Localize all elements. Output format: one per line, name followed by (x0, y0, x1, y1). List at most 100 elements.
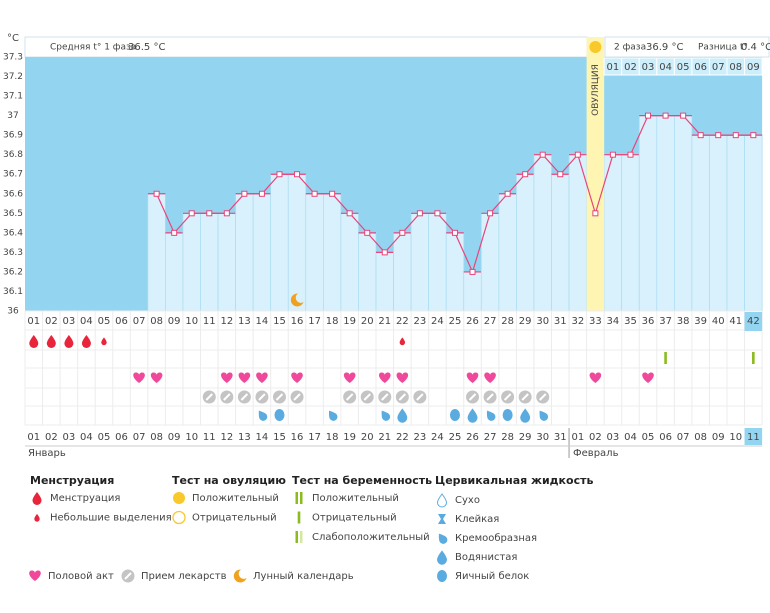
temp-point (241, 190, 248, 197)
temp-column (568, 154, 587, 312)
legend-icon (29, 570, 41, 581)
temp-column (358, 232, 377, 312)
temp-point (715, 132, 722, 139)
temp-point (539, 151, 546, 158)
y-tick-label: 37 (7, 111, 18, 121)
diff-value: 0.4 °C (741, 42, 770, 53)
day-marker (46, 335, 56, 348)
day-marker (272, 390, 286, 404)
cycle-day: 04 (80, 316, 93, 327)
date: 02 (45, 432, 58, 443)
cycle-day: 02 (45, 316, 58, 327)
icon-part (539, 393, 547, 401)
icon-part (752, 352, 755, 364)
date: 06 (659, 432, 672, 443)
temp-column (375, 252, 394, 312)
temp-column (709, 134, 728, 312)
cycle-day: 31 (554, 316, 567, 327)
date: 15 (273, 432, 286, 443)
month: Февраль (573, 448, 619, 459)
temp-column (340, 212, 359, 312)
temp-column (235, 193, 254, 312)
cycle-day: 36 (642, 316, 655, 327)
legend-label: Небольшие выделения (50, 513, 172, 524)
icon-part (46, 335, 56, 348)
temp-point (276, 171, 283, 178)
phase2-value: 36.9 °C (646, 42, 683, 53)
date: 19 (343, 432, 356, 443)
legend-icon (438, 533, 448, 544)
date: 13 (238, 432, 251, 443)
legend-icon (121, 569, 135, 583)
day-marker (343, 372, 356, 383)
day-marker (399, 337, 406, 346)
cycle-day: 15 (273, 316, 286, 327)
cycle-day: 21 (378, 316, 391, 327)
legend-title: Тест на беременность (292, 474, 432, 487)
today-cell (744, 312, 763, 331)
legend-icon (297, 511, 301, 524)
phase2-label: 2 фаза (614, 43, 646, 53)
day-marker (101, 337, 107, 346)
day-marker (484, 372, 496, 383)
date: 08 (150, 432, 163, 443)
icon-part (438, 533, 448, 544)
temp-point (732, 132, 739, 139)
cycle-day: 34 (607, 316, 620, 327)
icon-part (300, 531, 303, 543)
y-tick-label: 36.3 (3, 248, 23, 258)
icon-part (345, 393, 354, 401)
date: 04 (80, 432, 93, 443)
temp-column (410, 212, 430, 312)
day-marker (150, 372, 163, 383)
cycle-day: 08 (150, 316, 163, 327)
legend-icon (436, 493, 448, 508)
icon-part (205, 393, 213, 401)
date: 20 (361, 432, 374, 443)
icon-part (539, 410, 549, 421)
temp-column (165, 232, 184, 312)
cycle-day: 10 (185, 316, 198, 327)
phase2-cell (744, 57, 763, 76)
cycle-day: 30 (536, 316, 549, 327)
day-marker (378, 390, 392, 404)
date: 01 (27, 432, 40, 443)
day-marker (378, 372, 391, 383)
date: 11 (203, 432, 216, 443)
icon-part (484, 372, 496, 383)
icon-part (256, 372, 268, 383)
month: Январь (28, 448, 66, 459)
temp-column (252, 193, 272, 312)
temp-column (463, 271, 482, 312)
icon-part (468, 393, 477, 401)
icon-part (398, 393, 407, 401)
cycle-day: 18 (326, 316, 339, 327)
icon-part (238, 372, 251, 383)
temp-point (381, 249, 388, 256)
cycle-day: 26 (466, 316, 479, 327)
day-marker (501, 390, 515, 404)
temp-column (323, 193, 342, 312)
temp-column (516, 173, 535, 312)
date: 11 (747, 432, 760, 443)
icon-part (642, 372, 654, 383)
cycle-day: 14 (256, 316, 269, 327)
icon-part (150, 372, 163, 383)
temp-column (445, 232, 465, 312)
cycle-day: 03 (63, 316, 76, 327)
icon-part (275, 393, 284, 401)
icon-part (293, 393, 301, 401)
temp-point (504, 190, 511, 197)
ovulation-label: ОВУЛЯЦИЯ (591, 64, 601, 116)
icon-part (258, 410, 268, 421)
legend-label: Слабоположительный (312, 532, 430, 543)
legend-title: Менструация (30, 474, 114, 487)
temp-point (153, 190, 160, 197)
today-cell (744, 428, 763, 445)
y-tick-label: 36.6 (3, 189, 23, 199)
day-marker (220, 390, 234, 404)
day-marker (291, 372, 303, 383)
legend-icon (32, 492, 42, 505)
temp-column (533, 154, 552, 312)
temp-point (627, 151, 634, 158)
